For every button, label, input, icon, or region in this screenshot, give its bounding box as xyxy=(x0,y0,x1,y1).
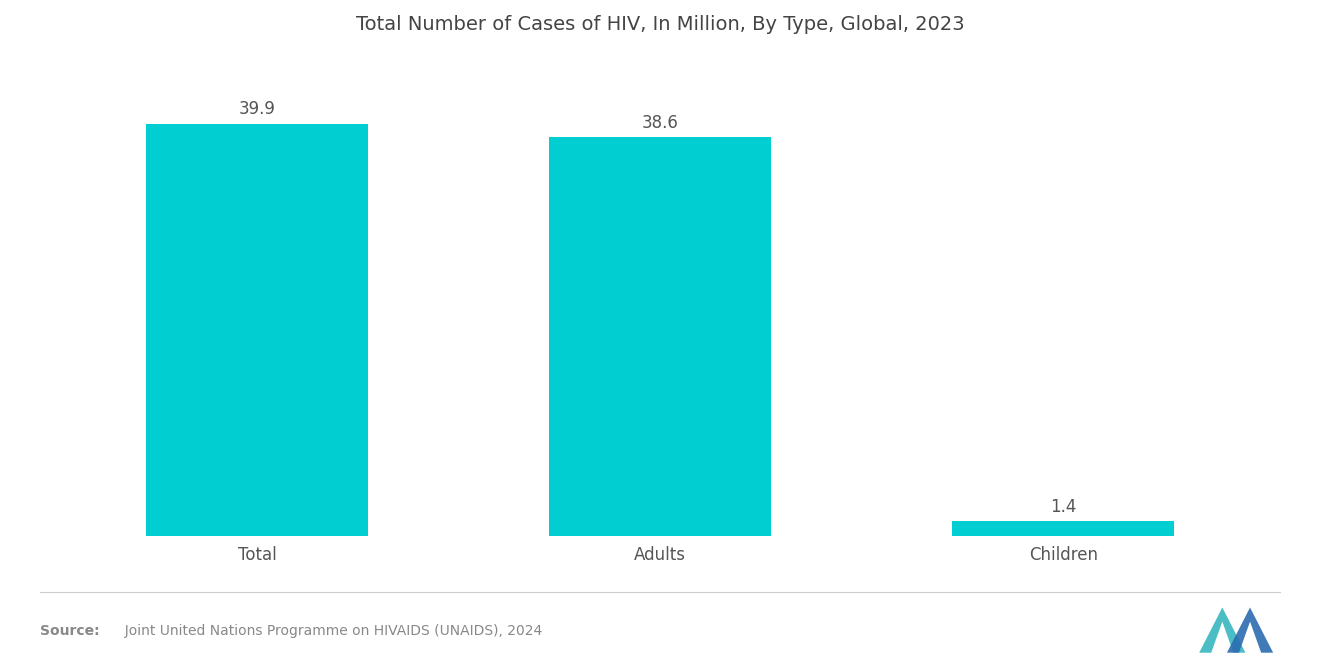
Polygon shape xyxy=(1228,608,1274,653)
Bar xyxy=(549,137,771,536)
Text: 1.4: 1.4 xyxy=(1049,498,1076,516)
Polygon shape xyxy=(1200,608,1246,653)
Text: 38.6: 38.6 xyxy=(642,114,678,132)
Text: Source:: Source: xyxy=(40,624,99,638)
Bar xyxy=(147,124,368,536)
Text: 39.9: 39.9 xyxy=(239,100,276,118)
Title: Total Number of Cases of HIV, In Million, By Type, Global, 2023: Total Number of Cases of HIV, In Million… xyxy=(355,15,965,34)
Bar xyxy=(952,521,1173,536)
Text: Joint United Nations Programme on HIVAIDS (UNAIDS), 2024: Joint United Nations Programme on HIVAID… xyxy=(116,624,543,638)
